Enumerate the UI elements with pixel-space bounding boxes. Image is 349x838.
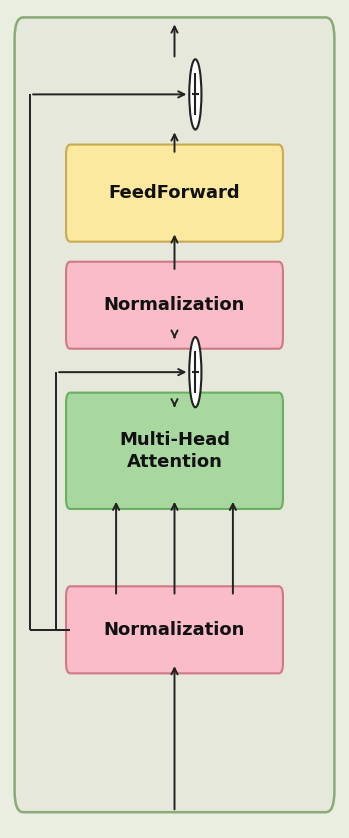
FancyBboxPatch shape [66, 393, 283, 509]
FancyBboxPatch shape [66, 587, 283, 673]
Ellipse shape [189, 337, 201, 407]
Text: FeedForward: FeedForward [109, 184, 240, 202]
FancyBboxPatch shape [66, 145, 283, 241]
FancyBboxPatch shape [66, 261, 283, 349]
Text: Normalization: Normalization [104, 296, 245, 314]
FancyBboxPatch shape [15, 18, 334, 812]
Text: Normalization: Normalization [104, 621, 245, 639]
Text: Multi-Head
Attention: Multi-Head Attention [119, 431, 230, 471]
Ellipse shape [189, 59, 201, 130]
